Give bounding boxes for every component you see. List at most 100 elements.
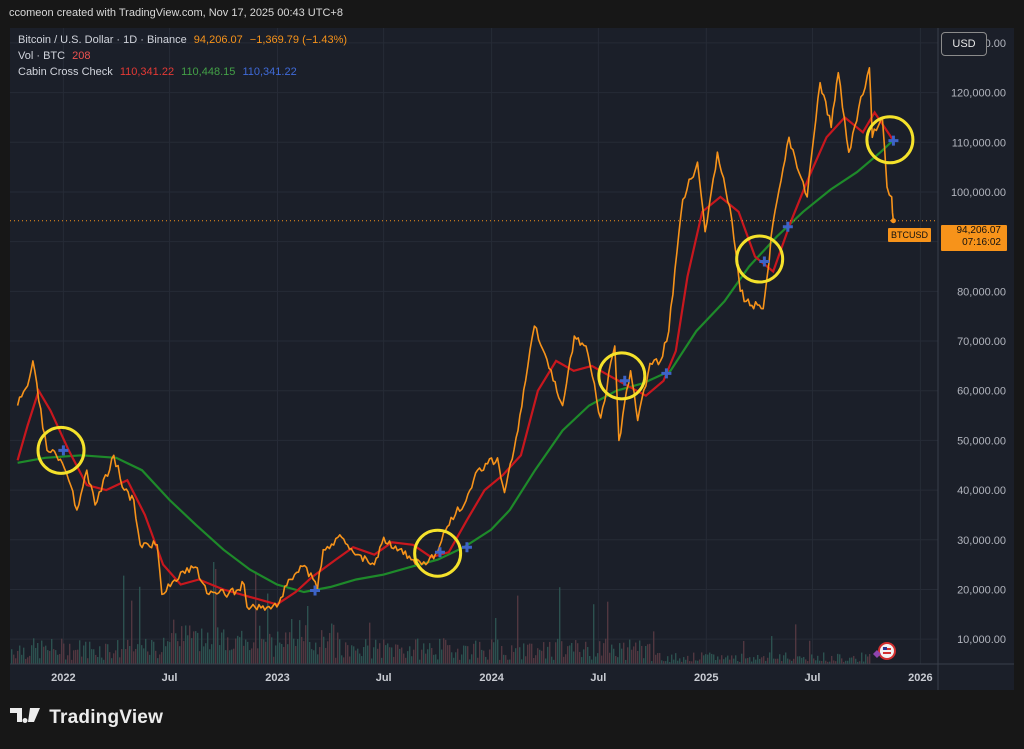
volume-bar	[151, 640, 153, 664]
volume-bar	[431, 648, 433, 664]
volume-bar	[27, 657, 29, 664]
volume-bar	[331, 623, 333, 664]
volume-bar	[867, 656, 869, 664]
y-tick-label: 100,000.00	[951, 187, 1006, 199]
volume-bar	[351, 645, 353, 664]
highlight-circle	[597, 351, 647, 401]
volume-bar	[577, 643, 579, 664]
volume-bar	[207, 632, 209, 664]
cross-marker[interactable]	[782, 221, 793, 232]
volume-bar	[379, 643, 381, 664]
cross-marker[interactable]	[58, 445, 69, 456]
legend-price: 94,206.07	[193, 34, 243, 46]
volume-bar	[775, 658, 777, 664]
volume-bar	[111, 658, 113, 664]
volume-bar	[349, 656, 351, 664]
volume-bar	[711, 653, 713, 664]
diamond-event-icon[interactable]	[872, 650, 881, 658]
volume-bar	[795, 624, 797, 664]
volume-bar	[763, 656, 765, 664]
volume-bar	[621, 648, 623, 664]
volume-bar	[239, 637, 241, 664]
volume-bar	[613, 648, 615, 664]
volume-bar	[545, 658, 547, 664]
volume-bar	[419, 659, 421, 664]
cross-marker[interactable]	[434, 547, 445, 558]
legend-volume-value: 208	[72, 50, 91, 62]
volume-bar	[23, 647, 25, 664]
volume-bar	[217, 627, 219, 664]
volume-bar	[759, 658, 761, 664]
volume-bar	[75, 649, 77, 664]
volume-bar	[81, 656, 83, 664]
volume-bar	[841, 658, 843, 664]
volume-bar	[649, 643, 651, 664]
volume-bar	[381, 657, 383, 664]
y-tick-label: 40,000.00	[957, 485, 1006, 497]
volume-bar	[635, 642, 637, 664]
chart-panel[interactable]: 10,000.00 20,000.00 30,000.00 40,000.00 50,0…	[10, 28, 1014, 690]
legend-symbol[interactable]: Bitcoin / U.S. Dollar · 1D · Binance 94,…	[18, 34, 351, 46]
cross-marker[interactable]	[461, 542, 472, 553]
volume-bar	[597, 653, 599, 664]
highlight-circle	[36, 425, 86, 475]
volume-bar	[687, 655, 689, 664]
volume-bar	[179, 646, 181, 664]
volume-bar	[293, 638, 295, 664]
volume-bar	[807, 661, 809, 664]
tradingview-footer[interactable]: TradingView	[10, 706, 163, 734]
volume-bar	[93, 649, 95, 664]
volume-bar	[463, 645, 465, 664]
cross-marker[interactable]	[310, 585, 321, 596]
cross-marker[interactable]	[888, 135, 899, 146]
us-flag-icon[interactable]	[877, 642, 896, 660]
volume-bar	[343, 657, 345, 664]
volume-bar	[53, 649, 55, 664]
volume-bar	[407, 651, 409, 664]
cross-marker[interactable]	[661, 368, 672, 379]
volume-bar	[233, 648, 235, 664]
volume-bar	[839, 654, 841, 664]
volume-bar	[245, 639, 247, 664]
volume-bar	[191, 638, 193, 664]
cross-marker[interactable]	[759, 256, 770, 267]
volume-bar	[215, 569, 217, 664]
volume-bar	[453, 657, 455, 664]
volume-bar	[65, 659, 67, 664]
volume-bar	[703, 655, 705, 664]
volume-bar	[451, 652, 453, 664]
currency-button[interactable]: USD	[941, 32, 987, 56]
volume-bar	[123, 575, 125, 664]
volume-bar	[603, 643, 605, 664]
volume-bar	[95, 654, 97, 664]
volume-bar	[811, 654, 813, 664]
volume-bar	[265, 641, 267, 664]
volume-bar	[125, 649, 127, 664]
volume-bar	[275, 645, 277, 664]
highlight-circle	[735, 234, 785, 284]
volume-bar	[307, 605, 309, 664]
volume-bar	[683, 657, 685, 664]
volume-bar	[853, 655, 855, 664]
volume-bar	[773, 658, 775, 664]
volume-bar	[247, 641, 249, 664]
volume-bar	[17, 650, 19, 664]
volume-bar	[137, 644, 139, 664]
volume-bar	[691, 661, 693, 664]
volume-bar	[411, 656, 413, 664]
volume-bar	[567, 646, 569, 664]
cross-marker[interactable]	[619, 375, 630, 386]
volume-bar	[717, 656, 719, 664]
legend-volume[interactable]: Vol · BTC 208	[18, 50, 95, 62]
volume-bar	[415, 639, 417, 664]
volume-bar	[585, 641, 587, 664]
volume-bar	[643, 658, 645, 664]
volume-bar	[103, 659, 105, 664]
volume-bar	[97, 656, 99, 664]
legend-indicator[interactable]: Cabin Cross Check 110,341.22 110,448.15 …	[18, 66, 301, 78]
x-tick-label: 2025	[694, 672, 718, 684]
volume-bar	[861, 652, 863, 664]
volume-bar	[599, 641, 601, 664]
price-chart[interactable]: 10,000.00 20,000.00 30,000.00 40,000.00 50,0…	[10, 28, 1014, 690]
volume-bar	[627, 647, 629, 664]
